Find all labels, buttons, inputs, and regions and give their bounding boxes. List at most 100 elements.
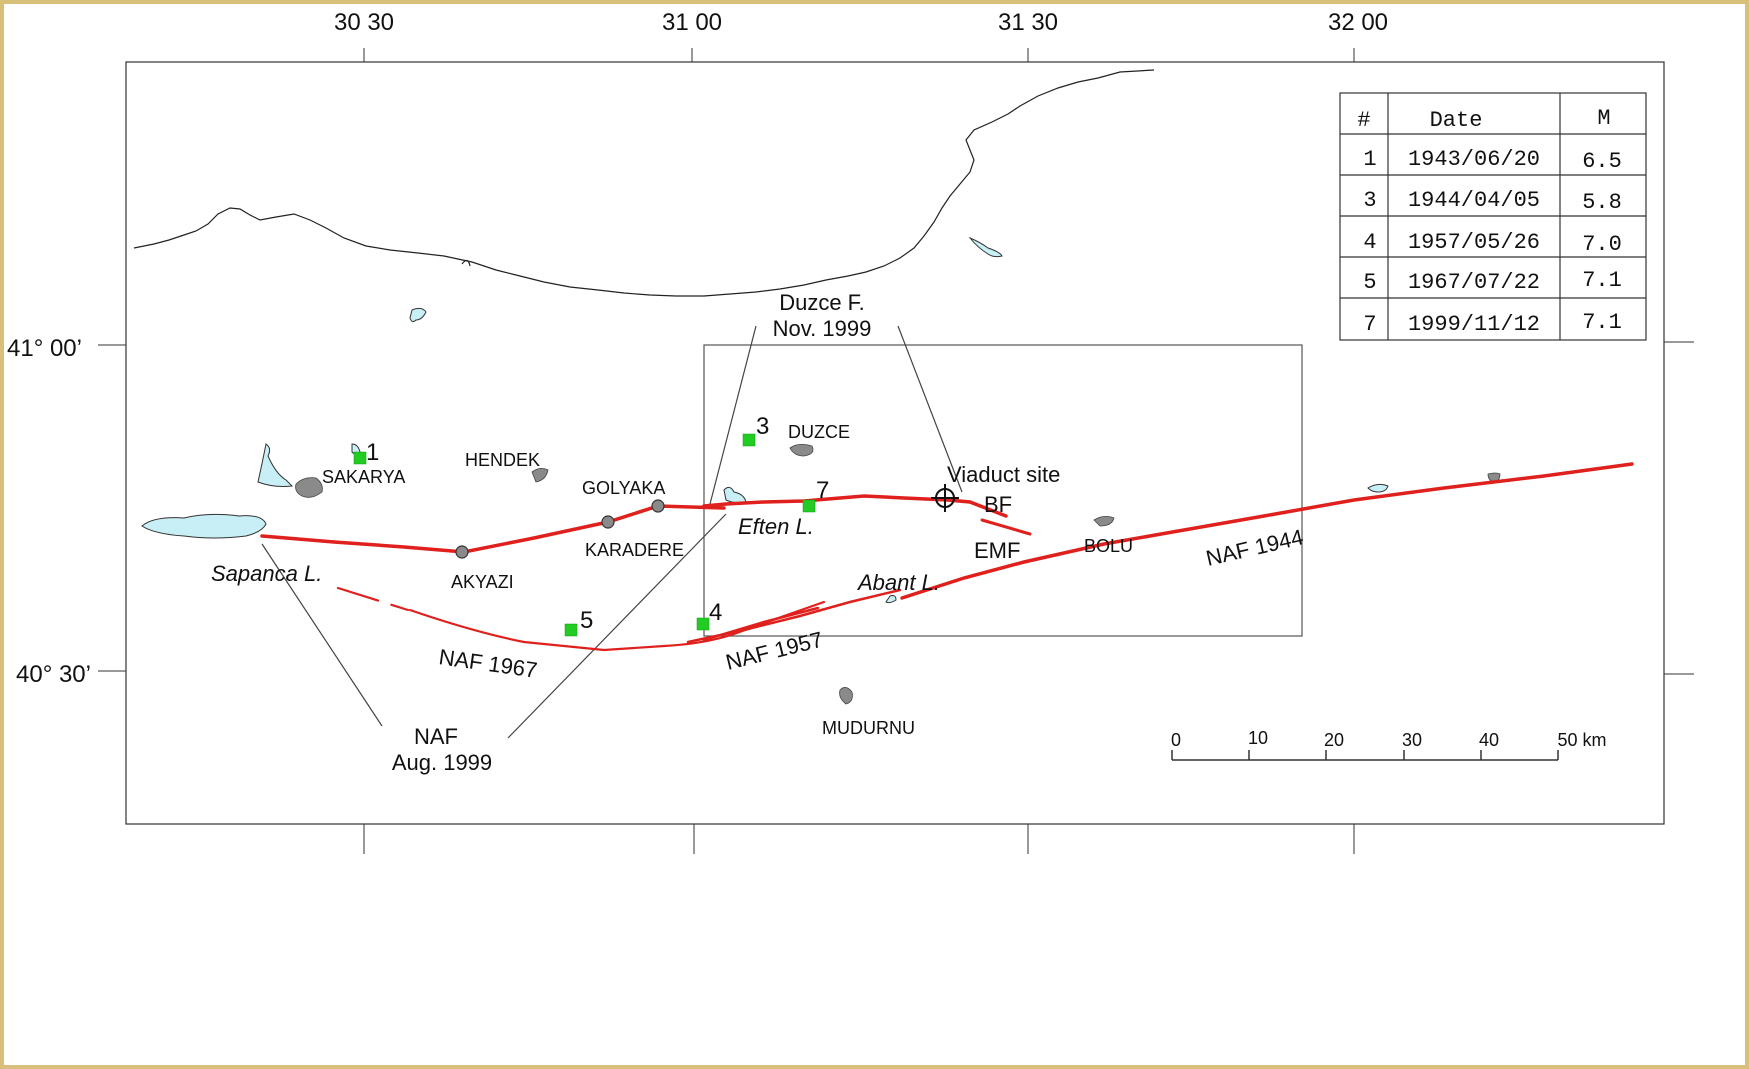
table-cell: 6.5 xyxy=(1582,149,1622,174)
town-label-karadere: KARADERE xyxy=(585,540,684,560)
table-cell: 7.1 xyxy=(1582,268,1622,293)
viaduct-icon xyxy=(931,484,959,512)
top-tick-label: 32 00 xyxy=(1328,9,1388,36)
town-label-akyazi: AKYAZI xyxy=(451,572,514,592)
table-cell: 5 xyxy=(1363,270,1376,295)
town-sakarya-shape xyxy=(295,477,323,498)
node-karadere xyxy=(601,515,615,529)
epicenter-5-label: 5 xyxy=(580,607,593,634)
fault-label-bf: BF xyxy=(984,492,1012,517)
table-cell: 1999/11/12 xyxy=(1408,312,1540,337)
table-cell: 1967/07/22 xyxy=(1408,270,1540,295)
left-tick-label: 40° 30’ xyxy=(16,661,91,688)
fault-label-naf-1957: NAF 1957 xyxy=(723,627,825,675)
epicenter-4-marker xyxy=(696,617,710,631)
fault-naf-1957-b xyxy=(702,606,820,642)
table-cell: 7.0 xyxy=(1582,232,1622,257)
faults xyxy=(260,462,1634,652)
town-east-shape xyxy=(1487,472,1501,483)
top-tick-label: 31 30 xyxy=(998,9,1058,36)
node-akyazi xyxy=(455,545,469,559)
coastline xyxy=(133,69,1155,297)
callout-naf-title: NAF xyxy=(414,724,458,749)
town-duzce-shape xyxy=(789,444,814,457)
fault-naf-1967-dashed xyxy=(336,586,410,612)
study-area-box xyxy=(703,344,1303,637)
epicenter-7-label: 7 xyxy=(816,477,829,504)
epicenter-1-marker xyxy=(353,451,367,465)
table-cell: 7.1 xyxy=(1582,310,1622,335)
epicenter-5-marker xyxy=(564,623,578,637)
lake-poyrazlar-shape xyxy=(257,443,294,487)
fault-naf-1967 xyxy=(408,600,826,652)
table-cell: 1943/06/20 xyxy=(1408,147,1540,172)
callout-lines xyxy=(261,325,963,739)
callout-duzce-title: Duzce F. xyxy=(779,290,865,315)
lake-coast-shape xyxy=(968,236,1003,258)
town-areas xyxy=(295,444,1501,705)
table-cell: 1944/04/05 xyxy=(1408,188,1540,213)
table-header-mag: M xyxy=(1597,106,1610,131)
top-tick-label: 30 30 xyxy=(334,9,394,36)
left-axis: 41° 00’ 40° 30’ xyxy=(7,335,1694,688)
lake-label-abant: Abant L. xyxy=(856,570,940,595)
epicenter-4-label: 4 xyxy=(709,599,722,626)
fault-naf-1944 xyxy=(900,462,1634,600)
fault-label-naf-1967: NAF 1967 xyxy=(437,644,539,683)
fault-naf-1999 xyxy=(260,504,726,554)
scale-tick-label: 40 xyxy=(1479,730,1499,750)
epicenter-3-marker xyxy=(742,433,756,447)
map-border xyxy=(125,61,1665,825)
town-label-hendek: HENDEK xyxy=(465,450,540,470)
fault-nodes xyxy=(455,499,665,559)
scale-tick-label: 10 xyxy=(1248,728,1268,748)
coastline-inlet xyxy=(461,259,471,267)
fault-duzce xyxy=(702,494,1008,518)
scale-tick-label: 0 xyxy=(1171,730,1181,750)
left-tick-label: 41° 00’ xyxy=(7,335,82,362)
lake-abant-shape xyxy=(885,595,897,604)
bottom-ticks xyxy=(363,824,1355,854)
scale-tick-label: 50 km xyxy=(1557,730,1606,750)
town-label-golyaka: GOLYAKA xyxy=(582,478,665,498)
epicenter-7-marker xyxy=(802,499,816,513)
top-tick-label: 31 00 xyxy=(662,9,722,36)
town-label-bolu: BOLU xyxy=(1084,536,1133,556)
scale-tick-label: 20 xyxy=(1324,730,1344,750)
town-hendek-shape xyxy=(531,468,549,483)
map-frame: 30 30 31 00 31 30 32 00 41° 00’ 40° 30’ xyxy=(4,4,1745,1065)
fault-map: 30 30 31 00 31 30 32 00 41° 00’ 40° 30’ xyxy=(7,9,1694,854)
epicenter-3-label: 3 xyxy=(756,413,769,440)
callout-naf-date: Aug. 1999 xyxy=(392,750,492,775)
table-cell: 7 xyxy=(1363,312,1376,337)
lakes xyxy=(141,236,1389,604)
table-header-num: # xyxy=(1357,108,1370,133)
table-cell: 3 xyxy=(1363,188,1376,213)
table-cell: 1 xyxy=(1363,147,1376,172)
fault-label-naf-1944: NAF 1944 xyxy=(1204,524,1306,571)
scale-bar xyxy=(1171,750,1559,761)
lake-sapanca-shape xyxy=(141,513,267,539)
lake-east-shape xyxy=(1367,483,1389,493)
town-label-mudurnu: MUDURNU xyxy=(822,718,915,738)
lake-label-eften: Eften L. xyxy=(738,514,814,539)
town-bolu-shape xyxy=(1093,516,1115,527)
lake-label-sapanca: Sapanca L. xyxy=(211,561,322,586)
table-header-date: Date xyxy=(1430,108,1483,133)
fault-label-emf: EMF xyxy=(974,538,1020,563)
top-axis: 30 30 31 00 31 30 32 00 xyxy=(334,9,1388,62)
node-golyaka xyxy=(651,499,665,513)
epicenter-1-label: 1 xyxy=(366,439,379,466)
table-cell: 5.8 xyxy=(1582,190,1622,215)
scale-tick-label: 30 xyxy=(1402,730,1422,750)
earthquake-table xyxy=(1339,92,1647,341)
table-cell: 1957/05/26 xyxy=(1408,230,1540,255)
lake-north-shape xyxy=(409,307,427,323)
table-cell: 4 xyxy=(1363,230,1376,255)
callout-duzce-date: Nov. 1999 xyxy=(773,316,872,341)
town-mudurnu-shape xyxy=(839,687,853,705)
epicenter-markers xyxy=(353,433,816,637)
town-label-sakarya: SAKARYA xyxy=(322,467,405,487)
viaduct-label: Viaduct site xyxy=(947,462,1060,487)
lake-eften-shape xyxy=(723,486,747,504)
